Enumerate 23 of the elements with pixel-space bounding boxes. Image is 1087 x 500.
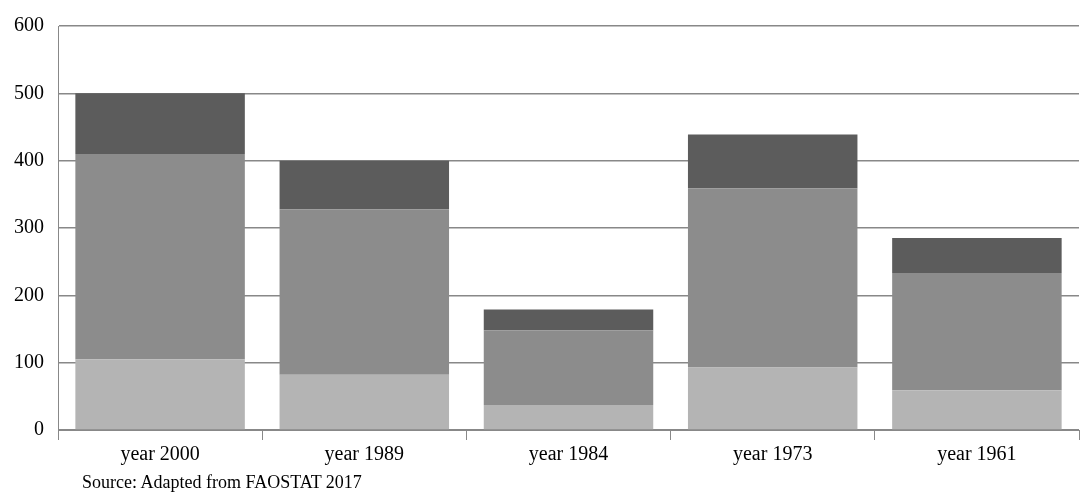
y-tick-label: 0 [34,417,44,440]
y-tick-label: 400 [14,147,44,170]
x-tick-label: year 1961 [937,442,1017,466]
x-tick-label: year 1973 [732,442,813,466]
bar [892,390,1062,430]
bar [687,134,858,189]
x-tick-label: year 2000 [120,442,200,466]
bar [75,93,245,154]
x-tick-label: year 1984 [528,442,609,466]
y-tick-label: 200 [14,282,44,305]
x-tick-label: year 1989 [324,442,405,466]
bar [75,359,245,430]
y-tick-label: 600 [14,13,44,36]
bar [687,367,858,430]
bar [892,238,1062,274]
y-tick-label: 100 [14,349,44,372]
bar [483,309,654,331]
y-tick-label: 300 [14,215,44,238]
y-tick-label: 500 [14,80,44,103]
source-note: Source: Adapted from FAOSTAT 2017 [82,472,362,493]
bar [279,160,450,210]
bar [483,405,654,430]
bar [279,374,450,430]
